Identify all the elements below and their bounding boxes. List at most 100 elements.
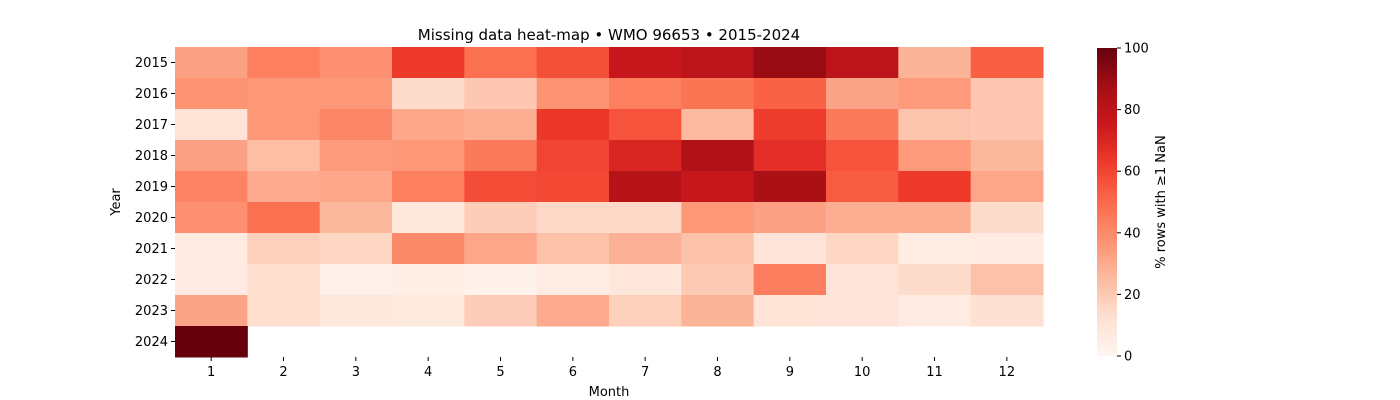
heatmap-cell xyxy=(681,140,755,172)
heatmap-cell xyxy=(753,47,827,79)
heatmap-cell xyxy=(247,233,321,265)
heatmap-cell xyxy=(247,109,321,141)
heatmap-cell xyxy=(681,233,755,265)
heatmap-cell xyxy=(536,140,610,172)
heatmap-cell xyxy=(898,233,972,265)
heatmap-cell xyxy=(970,140,1044,172)
heatmap-cell xyxy=(247,171,321,203)
heatmap-cell xyxy=(970,202,1044,234)
y-tick-label: 2017 xyxy=(135,118,168,133)
heatmap-cell xyxy=(464,140,538,172)
heatmap-cell xyxy=(392,295,465,327)
heatmap-cell xyxy=(247,140,321,172)
heatmap-cell xyxy=(609,109,682,141)
heatmap-cell xyxy=(681,264,755,296)
heatmap-cell xyxy=(464,202,538,234)
x-tick-label: 8 xyxy=(713,365,721,380)
heatmap-cell xyxy=(319,264,393,296)
heatmap-cell xyxy=(753,295,827,327)
heatmap-cell xyxy=(247,264,321,296)
heatmap-cell xyxy=(970,264,1044,296)
heatmap-cell xyxy=(898,264,972,296)
colorbar-tick-label: 60 xyxy=(1124,165,1141,180)
heatmap-cell xyxy=(681,295,755,327)
heatmap-cell xyxy=(175,264,248,296)
heatmap-cells xyxy=(175,47,1044,358)
heatmap-cell xyxy=(609,202,682,234)
heatmap-cell xyxy=(392,109,465,141)
y-tick-label: 2015 xyxy=(135,56,168,71)
y-tick-label: 2021 xyxy=(135,242,168,257)
x-tick-label: 6 xyxy=(569,365,577,380)
heatmap-cell xyxy=(175,140,248,172)
heatmap-cell xyxy=(609,171,682,203)
heatmap-cell xyxy=(609,233,682,265)
x-axis-ticks: 1 2 3 4 5 6 7 8 9 10 11 12 xyxy=(207,357,1015,380)
x-tick-label: 9 xyxy=(786,365,794,380)
heatmap-cell xyxy=(175,202,248,234)
heatmap-cell xyxy=(898,47,972,79)
heatmap-cell xyxy=(826,264,899,296)
heatmap-cell xyxy=(826,140,899,172)
heatmap-cell xyxy=(609,47,682,79)
heatmap-cell xyxy=(898,202,972,234)
heatmap-cell xyxy=(464,295,538,327)
heatmap-cell xyxy=(536,171,610,203)
heatmap-cell xyxy=(464,233,538,265)
y-tick-label: 2020 xyxy=(135,211,168,226)
y-tick-label: 2019 xyxy=(135,180,168,195)
heatmap-cell xyxy=(464,109,538,141)
heatmap-cell xyxy=(536,233,610,265)
heatmap-cell xyxy=(319,171,393,203)
y-axis-ticks: 2015 2016 2017 2018 2019 2020 2021 2022 2023 2024 xyxy=(135,56,175,350)
heatmap-cell xyxy=(609,295,682,327)
x-tick-label: 12 xyxy=(999,365,1016,380)
heatmap-cell xyxy=(175,295,248,327)
heatmap-cell xyxy=(826,202,899,234)
heatmap-cell xyxy=(392,140,465,172)
heatmap-cell xyxy=(247,295,321,327)
colorbar-tick-label: 80 xyxy=(1124,103,1141,118)
heatmap-cell xyxy=(536,264,610,296)
heatmap-cell xyxy=(175,78,248,110)
y-tick-label: 2016 xyxy=(135,87,168,102)
colorbar-tick-label: 0 xyxy=(1124,350,1132,365)
heatmap-cell xyxy=(319,109,393,141)
x-tick-label: 3 xyxy=(352,365,360,380)
heatmap-cell xyxy=(175,233,248,265)
heatmap-cell xyxy=(970,47,1044,79)
heatmap-cell xyxy=(826,47,899,79)
heatmap-cell xyxy=(898,295,972,327)
heatmap-cell xyxy=(681,171,755,203)
heatmap-cell xyxy=(536,47,610,79)
heatmap-cell xyxy=(464,47,538,79)
heatmap-cell xyxy=(392,264,465,296)
heatmap-cell xyxy=(753,78,827,110)
y-tick-label: 2018 xyxy=(135,149,168,164)
heatmap-cell xyxy=(898,109,972,141)
heatmap-cell xyxy=(970,295,1044,327)
heatmap-cell xyxy=(464,171,538,203)
x-axis-label: Month xyxy=(589,385,630,400)
heatmap-cell xyxy=(970,109,1044,141)
heatmap-cell xyxy=(826,295,899,327)
y-tick-label: 2023 xyxy=(135,304,168,319)
heatmap-cell xyxy=(970,233,1044,265)
colorbar-tick-label: 40 xyxy=(1124,226,1141,241)
heatmap-cell xyxy=(898,171,972,203)
heatmap-cell xyxy=(247,202,321,234)
heatmap-cell xyxy=(175,171,248,203)
y-axis-label: Year xyxy=(109,188,124,217)
heatmap-cell xyxy=(392,47,465,79)
heatmap-cell xyxy=(319,140,393,172)
heatmap-cell xyxy=(753,109,827,141)
heatmap-cell xyxy=(319,78,393,110)
x-tick-label: 7 xyxy=(641,365,649,380)
heatmap-cell xyxy=(826,78,899,110)
heatmap-cell xyxy=(392,171,465,203)
colorbar-label: % rows with ≥1 NaN xyxy=(1154,135,1169,268)
heatmap-cell xyxy=(970,78,1044,110)
x-tick-label: 5 xyxy=(496,365,504,380)
heatmap-cell xyxy=(319,47,393,79)
